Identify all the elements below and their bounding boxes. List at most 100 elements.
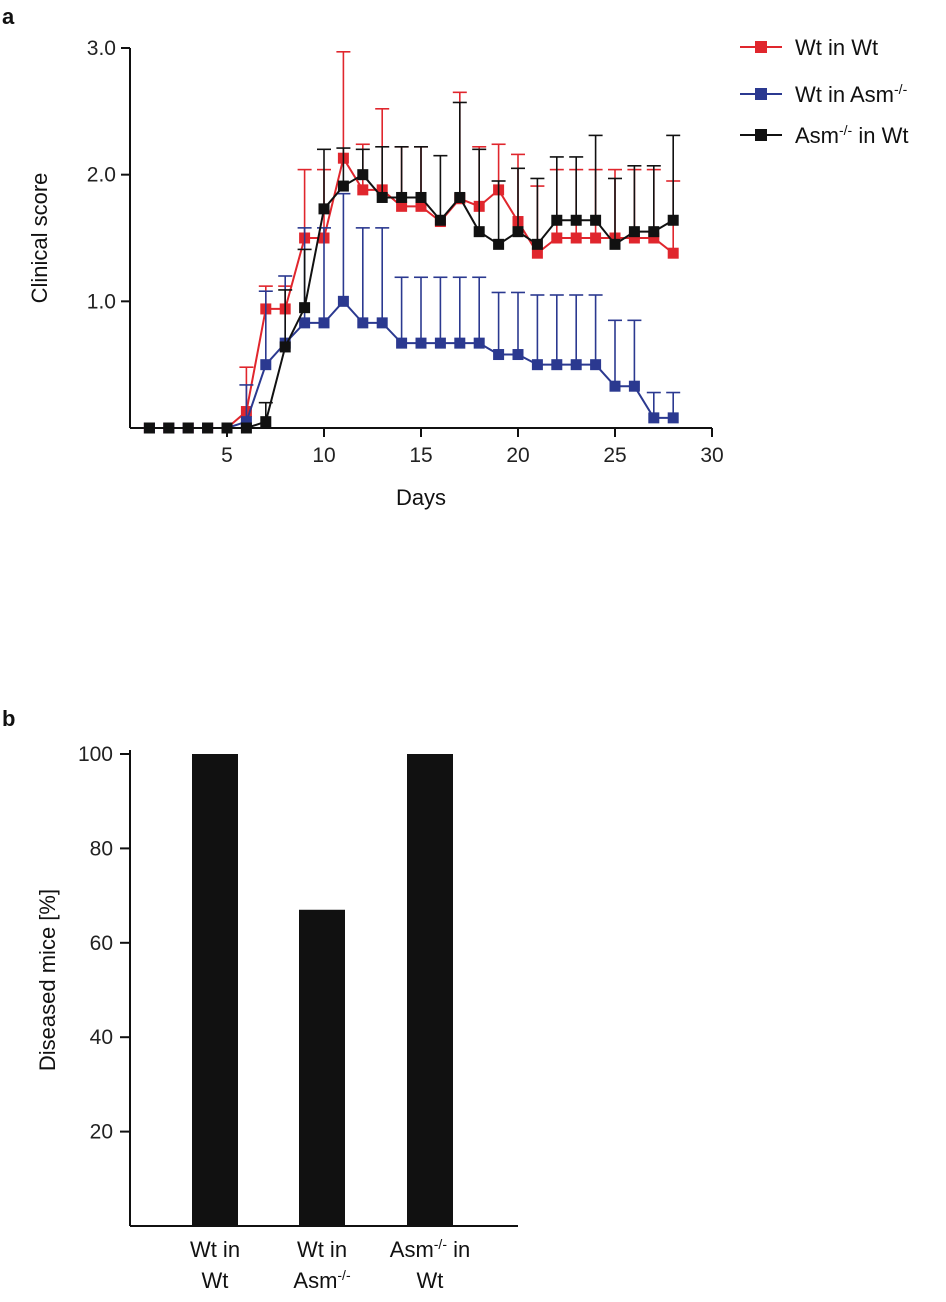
y-tick-label: 60 (90, 932, 113, 955)
data-point (590, 359, 602, 371)
legend-label-sup: -/- (894, 81, 908, 97)
data-point (318, 203, 330, 215)
x-tick-label: 25 (603, 444, 626, 467)
data-point (357, 317, 369, 329)
data-point (357, 169, 369, 181)
x-tick-label: 30 (700, 444, 723, 467)
category-label-line2: Wt (417, 1268, 444, 1293)
legend-label-text: Wt in Asm (795, 82, 894, 107)
data-point (143, 422, 155, 434)
data-point (648, 412, 660, 424)
data-point (531, 247, 543, 259)
data-point (570, 232, 582, 244)
data-point (279, 341, 291, 353)
data-point (202, 422, 214, 434)
data-point (590, 214, 602, 226)
y-tick-label: 100 (78, 743, 113, 766)
data-point (182, 422, 194, 434)
data-point (434, 337, 446, 349)
data-point (667, 412, 679, 424)
series-line (149, 155, 674, 429)
category-label-line1: Wt in (297, 1237, 347, 1262)
category-label-text: Wt in (190, 1237, 240, 1262)
y-axis-label: Diseased mice [%] (35, 889, 60, 1071)
data-point (531, 238, 543, 250)
data-point (590, 232, 602, 244)
data-point (570, 214, 582, 226)
data-point (628, 226, 640, 238)
data-point (454, 337, 466, 349)
data-point (163, 422, 175, 434)
data-point (473, 337, 485, 349)
data-point (240, 422, 252, 434)
x-tick-label: 15 (409, 444, 432, 467)
data-point (318, 317, 330, 329)
data-point (260, 416, 272, 428)
legend-label: Asm-/- in Wt (795, 122, 908, 148)
category-label-line2: Wt (202, 1268, 229, 1293)
legend-marker (755, 41, 767, 53)
panel-label-b: b (2, 706, 16, 731)
series-2 (143, 101, 681, 434)
data-point (648, 232, 660, 244)
data-point (454, 191, 466, 203)
bar (407, 754, 453, 1226)
category-label-text: Wt in (297, 1237, 347, 1262)
y-tick-label: 2.0 (87, 164, 116, 187)
category-label-sup: -/- (337, 1267, 351, 1283)
data-point (260, 359, 272, 371)
data-point (240, 416, 252, 428)
y-axis-label: Clinical score (27, 173, 52, 304)
legend-marker (755, 129, 767, 141)
data-point (512, 226, 524, 238)
category-label-text: Asm (390, 1237, 434, 1262)
category-label-line1: Wt in (190, 1237, 240, 1262)
category-label-suffix: in (447, 1237, 470, 1262)
x-tick-label: 20 (506, 444, 529, 467)
data-point (473, 226, 485, 238)
data-point (415, 191, 427, 203)
category-label-line1: Asm-/- in (390, 1236, 470, 1262)
data-point (493, 238, 505, 250)
x-axis-label: Days (396, 485, 446, 510)
legend-label-text: Wt in Wt (795, 35, 878, 60)
y-tick-label: 3.0 (87, 37, 116, 60)
y-tick-label: 20 (90, 1121, 113, 1144)
legend-marker (755, 88, 767, 100)
data-point (337, 180, 349, 192)
y-tick-label: 1.0 (87, 290, 116, 313)
data-point (551, 232, 563, 244)
legend-label: Wt in Asm-/- (795, 81, 908, 107)
data-point (628, 380, 640, 392)
data-point (609, 380, 621, 392)
data-point (337, 295, 349, 307)
panel-label-a: a (2, 4, 15, 29)
data-point (221, 422, 233, 434)
data-point (512, 349, 524, 361)
category-label-sup: -/- (434, 1236, 448, 1252)
data-point (648, 226, 660, 238)
line-chart-clinical-score: 1.0 2.0 3.0 5 10 15 20 25 30 Days Clinical score Wt… (27, 35, 908, 510)
data-point (299, 302, 311, 314)
data-point (551, 214, 563, 226)
category-label-text: Asm (293, 1268, 337, 1293)
data-point (667, 247, 679, 259)
legend-label: Wt in Wt (795, 35, 878, 60)
data-point (415, 200, 427, 212)
series-0 (143, 50, 681, 434)
data-point (434, 214, 446, 226)
x-tick-label: 5 (221, 444, 233, 467)
series-1 (143, 192, 681, 434)
data-point (667, 214, 679, 226)
category-label-text: Wt (417, 1268, 444, 1293)
data-point (396, 191, 408, 203)
data-point (396, 337, 408, 349)
series-line (149, 173, 674, 429)
y-tick-label: 80 (90, 837, 113, 860)
legend-label-sup: -/- (839, 122, 853, 138)
bar (299, 909, 345, 1226)
data-point (551, 359, 563, 371)
series-line (149, 299, 674, 429)
bar (192, 754, 238, 1226)
